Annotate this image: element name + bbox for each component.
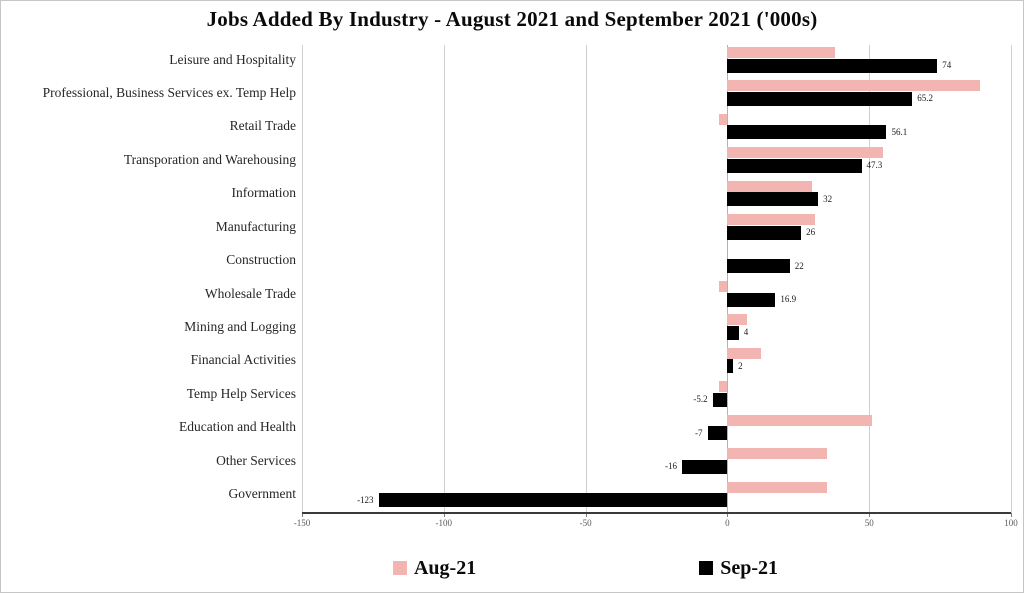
bar-value-label: 74 xyxy=(942,60,952,70)
bar-sep-21 xyxy=(727,192,819,207)
bar-aug-21 xyxy=(727,314,748,326)
axis-tick-label: -100 xyxy=(435,518,453,528)
bar-sep-21 xyxy=(727,325,739,340)
category-label: Construction xyxy=(226,252,296,268)
category-label: Manufacturing xyxy=(215,218,296,234)
bar-sep-21 xyxy=(682,459,728,474)
bar-aug-21 xyxy=(718,113,728,125)
bar-value-label: 22 xyxy=(794,260,804,271)
axis-tick xyxy=(585,513,587,517)
category-label: Information xyxy=(231,185,296,201)
category-label: Education and Health xyxy=(179,419,296,435)
bar-aug-21 xyxy=(727,180,813,192)
category-label: Other Services xyxy=(216,452,296,468)
legend-swatch-aug-21 xyxy=(392,561,407,575)
category-label: Transporation and Warehousing xyxy=(123,151,296,167)
chart-title: Jobs Added By Industry - August 2021 and… xyxy=(206,7,818,31)
bar-aug-21 xyxy=(727,448,827,460)
bar-aug-21 xyxy=(727,481,827,493)
bar-sep-21 xyxy=(727,125,887,140)
x-axis-line xyxy=(302,512,1011,514)
category-label: Leisure and Hospitality xyxy=(169,51,296,67)
axis-tick xyxy=(443,513,445,517)
bar-sep-21 xyxy=(712,392,728,407)
bar-sep-21 xyxy=(727,359,734,374)
gridline xyxy=(1011,45,1012,513)
category-label: Temp Help Services xyxy=(186,385,296,401)
bar-value-label: 2 xyxy=(738,360,743,371)
axis-tick-label: 0 xyxy=(725,518,730,528)
category-label: Professional, Business Services ex. Temp… xyxy=(42,84,296,100)
bar-value-label: -16 xyxy=(665,461,678,472)
category-label: Financial Activities xyxy=(190,352,296,368)
axis-tick-label: -50 xyxy=(579,518,592,528)
bar-aug-21 xyxy=(718,381,728,393)
axis-tick-label: 50 xyxy=(864,518,874,528)
bar-value-label: -5.2 xyxy=(693,394,708,405)
bar-sep-21 xyxy=(727,225,802,240)
bar-aug-21 xyxy=(727,47,836,58)
bar-aug-21 xyxy=(727,214,816,226)
bar-sep-21 xyxy=(727,158,862,173)
legend-label-aug-21: Aug-21 xyxy=(413,556,477,579)
axis-tick xyxy=(869,513,871,517)
axis-tick xyxy=(1011,513,1012,517)
bar-value-label: 47.3 xyxy=(866,160,883,171)
bar-aug-21 xyxy=(727,147,884,159)
bar-sep-21 xyxy=(727,292,776,307)
category-label: Wholesale Trade xyxy=(204,285,296,301)
bar-value-label: 32 xyxy=(823,193,833,204)
bar-sep-21 xyxy=(378,493,728,508)
gridline xyxy=(727,45,729,513)
gridline xyxy=(585,45,587,513)
category-label: Mining and Logging xyxy=(184,318,296,334)
bar-aug-21 xyxy=(727,347,762,359)
bar-aug-21 xyxy=(718,281,728,292)
axis-tick-label: 100 xyxy=(1004,518,1018,528)
bar-value-label: 4 xyxy=(743,327,749,338)
bar-sep-21 xyxy=(707,426,728,441)
gridline xyxy=(869,45,871,513)
bar-value-label: -7 xyxy=(695,427,703,438)
bar-sep-21 xyxy=(727,259,790,274)
bar-sep-21 xyxy=(727,91,913,106)
gridline xyxy=(443,45,445,513)
legend-swatch-sep-21 xyxy=(699,561,714,575)
category-label: Retail Trade xyxy=(229,118,296,134)
axis-tick xyxy=(727,513,729,517)
legend-item-aug-21: Aug-21 xyxy=(392,556,477,580)
axis-tick-label: -150 xyxy=(293,518,311,528)
bar-value-label: 65.2 xyxy=(917,93,934,104)
legend: Aug-21 Sep-21 xyxy=(1,554,1023,582)
bar-value-label: -123 xyxy=(357,494,374,505)
axis-tick xyxy=(302,513,303,517)
bar-aug-21 xyxy=(727,80,980,92)
bar-aug-21 xyxy=(727,414,873,426)
legend-label-sep-21: Sep-21 xyxy=(720,556,779,579)
bar-value-label: 26 xyxy=(806,227,816,238)
gridline xyxy=(302,45,303,513)
legend-item-sep-21: Sep-21 xyxy=(699,557,778,580)
bar-sep-21 xyxy=(727,58,938,73)
category-label: Government xyxy=(228,486,296,502)
bar-value-label: 56.1 xyxy=(891,126,908,137)
bar-value-label: 16.9 xyxy=(780,294,797,304)
